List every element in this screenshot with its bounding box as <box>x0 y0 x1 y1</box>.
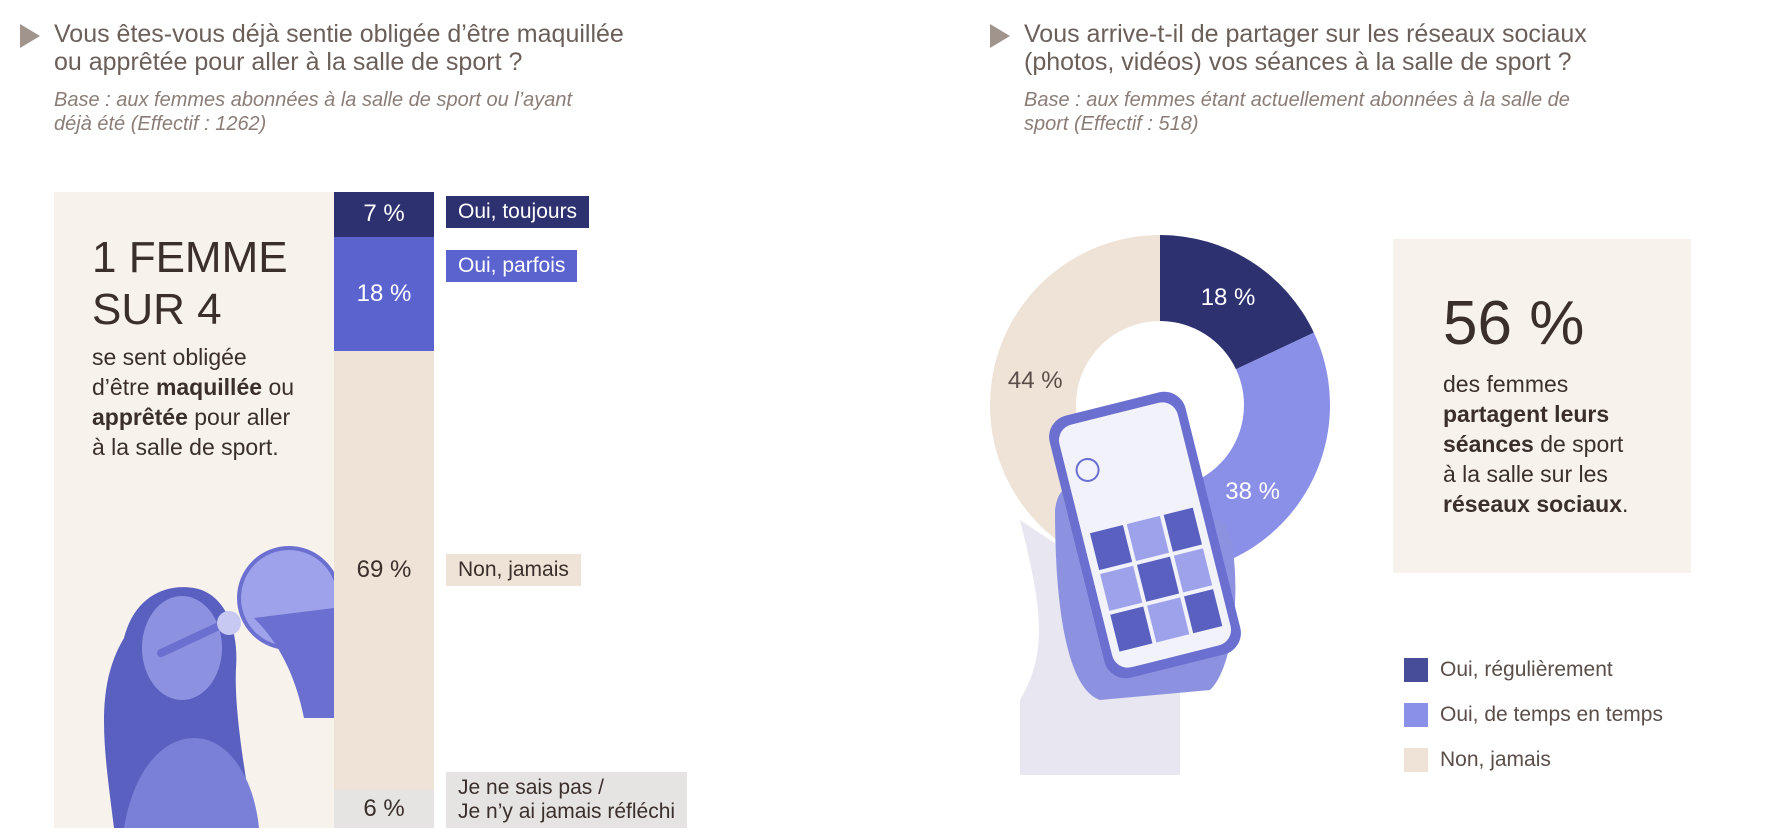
bar-segment: 7 % <box>334 192 434 237</box>
desc-part: d’être <box>92 374 150 400</box>
left-base-line-1: Base : aux femmes abonnées à la salle de… <box>54 89 573 111</box>
right-question-line-2: (photos, vidéos) vos séances à la salle … <box>1024 48 1572 76</box>
legend-item: Oui, régulièrement <box>1404 657 1613 683</box>
bar-category-label-line: Oui, toujours <box>458 200 578 223</box>
left-highlight-panel: 1 FEMME SUR 4 se sent obligée d’être maq… <box>54 192 334 828</box>
legend-label: Non, jamais <box>1440 748 1551 771</box>
bar-value-label: 18 % <box>356 279 412 307</box>
woman-makeup-photo <box>104 546 334 828</box>
stat-part: des femmes <box>1443 371 1569 397</box>
bar-category-label: Je ne sais pas / Je n’y ai jamais réfléch… <box>446 772 688 828</box>
bar-category-label: Oui, parfois <box>446 249 578 282</box>
desc-bold-part: apprêtée <box>92 404 188 430</box>
stat-part: . <box>1622 491 1629 517</box>
legend-item: Non, jamais <box>1404 747 1551 773</box>
stat-highlight-box: 56 % des femmes partagent leurs séances … <box>1393 239 1691 573</box>
right-question-title: Vous arrive-t-il de partager sur les rés… <box>1024 20 1744 76</box>
bar-segment: 69 % <box>334 351 434 790</box>
donut-svg <box>989 235 1330 775</box>
phone-in-hand-photo <box>1020 391 1241 775</box>
donut-slice <box>1160 235 1314 370</box>
bar-value-label: 69 % <box>356 556 412 584</box>
play-arrow-icon <box>20 24 40 48</box>
donut-value-label: 44 % <box>1007 367 1063 395</box>
donut-value-label: 18 % <box>1200 283 1256 311</box>
desc-part: se sent obligée <box>92 344 247 370</box>
right-base-line-1: Base : aux femmes étant actuellement abo… <box>1024 89 1570 111</box>
headline-line-2: SUR 4 <box>92 285 222 334</box>
bar-category-label: Oui, toujours <box>446 196 590 228</box>
bar-category-label: Non, jamais <box>446 554 581 587</box>
headline-line-1: 1 FEMME <box>92 233 288 282</box>
legend-label: Oui, de temps en temps <box>1440 703 1663 726</box>
left-question-line-2: ou apprêtée pour aller à la salle de spo… <box>54 48 523 76</box>
bar-segment: 6 % <box>334 789 434 828</box>
left-base-note: Base : aux femmes abonnées à la salle de… <box>54 88 694 136</box>
legend-swatch <box>1404 748 1428 772</box>
stat-bold-part: partagent leurs <box>1443 401 1610 427</box>
legend-swatch <box>1404 658 1428 682</box>
desc-part: à la salle de sport. <box>92 434 279 460</box>
bar-category-label-line: Non, jamais <box>458 558 569 582</box>
headline-stat: 1 FEMME SUR 4 <box>92 232 322 336</box>
stat-description: des femmes partagent leurs séances de sp… <box>1443 369 1683 519</box>
play-arrow-icon <box>990 24 1010 48</box>
legend-label: Oui, régulièrement <box>1440 658 1613 681</box>
stat-part: de sport <box>1540 431 1624 457</box>
desc-part: ou <box>268 374 295 400</box>
right-base-line-2: sport (Effectif : 518) <box>1024 113 1199 135</box>
donut-value-label: 38 % <box>1225 477 1280 505</box>
legend-item: Oui, de temps en temps <box>1404 702 1663 728</box>
left-question-title: Vous êtes-vous déjà sentie obligée d’êtr… <box>54 20 734 76</box>
stat-bold-part: réseaux sociaux <box>1443 491 1623 517</box>
right-base-note: Base : aux femmes étant actuellement abo… <box>1024 88 1664 136</box>
desc-part: pour aller <box>194 404 291 430</box>
bar-segment: 18 % <box>334 236 434 351</box>
bar-value-label: 7 % <box>363 200 405 228</box>
donut-chart: 18 % 38 % 44 % <box>980 220 1340 780</box>
left-question-line-1: Vous êtes-vous déjà sentie obligée d’êtr… <box>54 20 624 48</box>
stat-part: à la salle sur les <box>1443 461 1608 487</box>
legend-swatch <box>1404 703 1428 727</box>
bar-category-label-line: Je ne sais pas / <box>458 776 604 799</box>
stat-bold-part: séances <box>1443 431 1534 457</box>
stat-value: 56 % <box>1443 289 1585 358</box>
bar-category-label-line: Oui, parfois <box>458 253 566 277</box>
bar-value-label: 6 % <box>363 794 405 822</box>
stacked-bar: 7 % 18 % 69 % 6 % <box>334 192 434 828</box>
left-base-line-2: déjà été (Effectif : 1262) <box>54 113 267 135</box>
headline-description: se sent obligée d’être maquillée ou appr… <box>92 342 322 462</box>
bar-category-label-line: Je n’y ai jamais réfléchi <box>458 800 676 823</box>
right-question-line-1: Vous arrive-t-il de partager sur les rés… <box>1024 20 1587 48</box>
desc-bold-part: maquillée <box>155 374 263 400</box>
